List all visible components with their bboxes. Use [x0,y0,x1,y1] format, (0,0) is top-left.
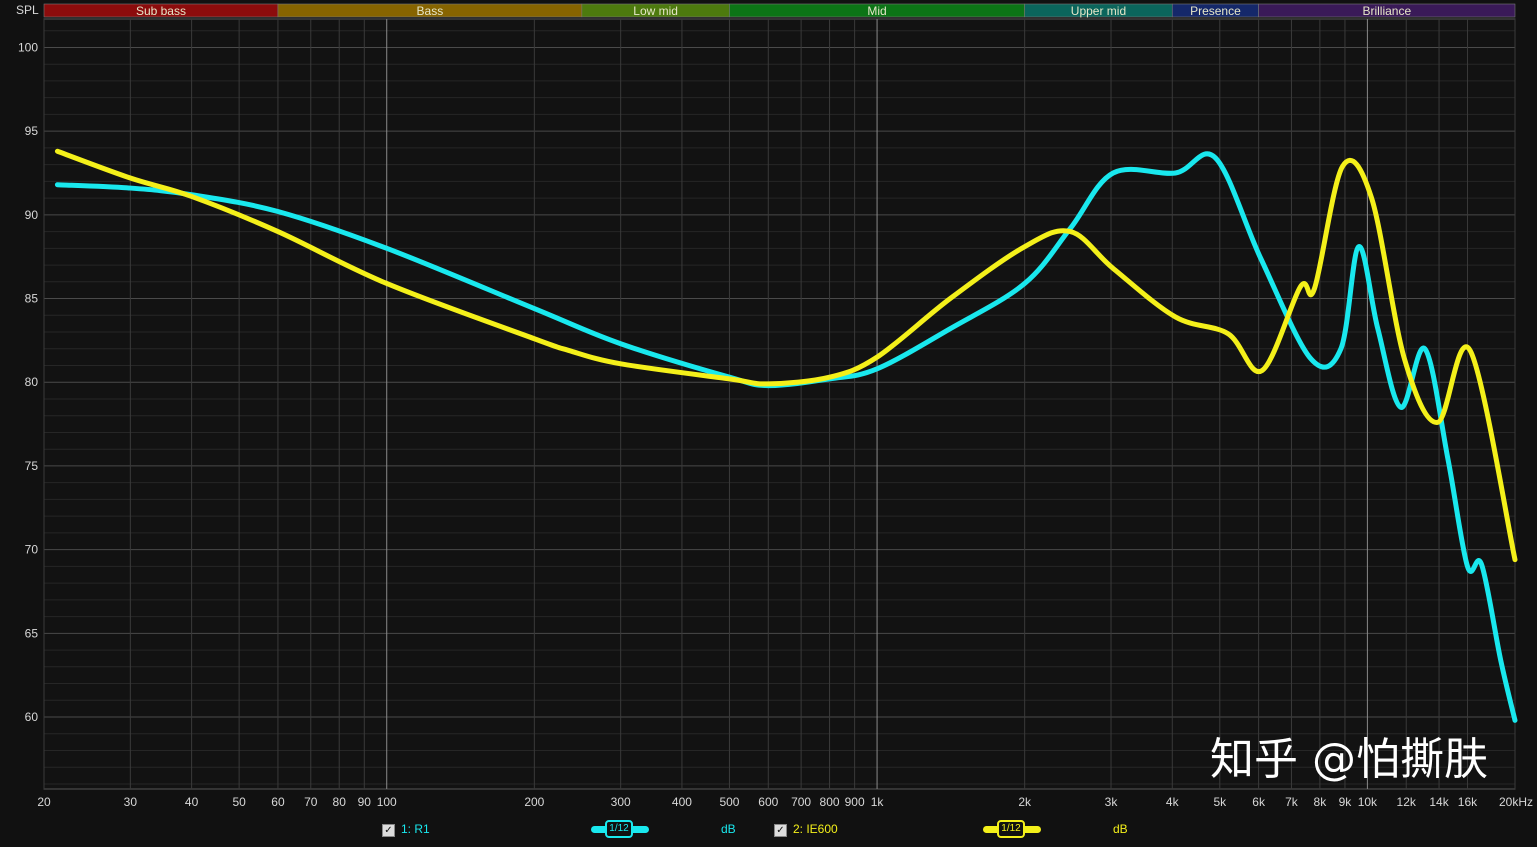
band-label: Bass [417,4,444,18]
x-tick-label: 100 [377,795,397,809]
series-line-2 [54,148,1518,563]
y-tick-label: 80 [25,375,39,389]
x-tick-label: 8k [1314,795,1328,809]
x-tick-label: 1k [871,795,885,809]
band-brilliance [1258,3,1516,18]
x-tick-label: 14k [1429,795,1449,809]
y-tick-label: 90 [25,208,39,222]
x-tick-label: 7k [1285,795,1299,809]
x-tick-label: 4k [1166,795,1180,809]
x-tick-label: 200 [524,795,544,809]
ie600-checkbox[interactable]: ✓ [774,824,787,837]
y-tick-label: 95 [25,124,39,138]
ie600-smoothing-value[interactable]: 1/12 [997,820,1025,838]
x-tick-label: 900 [845,795,865,809]
x-tick-label: 20 [37,795,51,809]
y-tick-label: 75 [25,459,39,473]
r1-checkbox[interactable]: ✓ [382,824,395,837]
x-tick-label: 300 [611,795,631,809]
x-tick-label: 80 [333,795,347,809]
y-tick-label: 65 [25,626,39,640]
r1-unit: dB [721,822,736,836]
band-label: Sub bass [136,4,186,18]
y-axis-label: SPL [16,3,39,17]
x-tick-label: 16k [1458,795,1478,809]
ie600-unit: dB [1113,822,1128,836]
x-tick-label: 500 [719,795,739,809]
watermark: 知乎 @怕撕肤 [1210,734,1488,785]
x-tick-label: 40 [185,795,199,809]
x-tick-label: 6k [1252,795,1266,809]
x-tick-label: 3k [1105,795,1119,809]
x-tick-label: 600 [758,795,778,809]
x-tick-label: 20kHz [1499,795,1533,809]
x-tick-label: 700 [791,795,811,809]
x-tick-label: 50 [232,795,246,809]
x-tick-label: 90 [358,795,372,809]
x-tick-label: 9k [1339,795,1353,809]
ie600-legend-label: 2: IE600 [793,822,838,836]
x-tick-label: 5k [1213,795,1227,809]
r1-legend-label: 1: R1 [401,822,430,836]
x-tick-label: 2k [1018,795,1032,809]
x-tick-label: 30 [124,795,138,809]
x-tick-label: 400 [672,795,692,809]
x-tick-label: 10k [1358,795,1378,809]
band-label: Low mid [633,4,678,18]
x-tick-label: 12k [1397,795,1417,809]
band-label: Upper mid [1071,4,1126,18]
y-tick-label: 100 [18,40,38,54]
x-tick-label: 800 [820,795,840,809]
plot-area [43,18,1516,790]
band-label: Presence [1190,4,1241,18]
y-tick-label: 60 [25,710,39,724]
y-tick-label: 85 [25,292,39,306]
r1-smoothing-value[interactable]: 1/12 [605,820,633,838]
y-tick-label: 70 [25,543,39,557]
series-line-1 [54,151,1518,723]
x-tick-label: 70 [304,795,318,809]
band-label: Brilliance [1362,4,1411,18]
band-label: Mid [867,4,886,18]
x-tick-label: 60 [271,795,285,809]
